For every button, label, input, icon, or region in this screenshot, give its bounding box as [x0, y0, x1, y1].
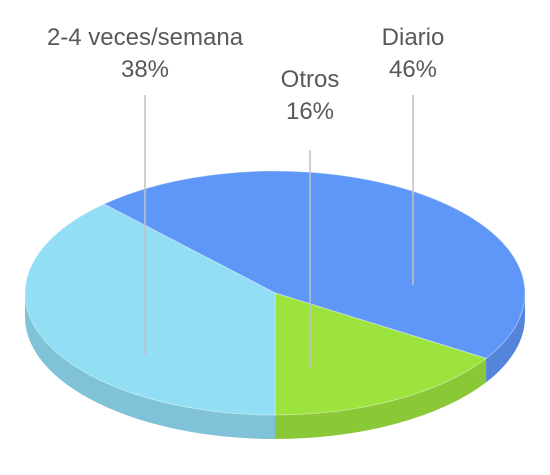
slice-side [275, 358, 487, 439]
value-label: 46% [389, 56, 437, 83]
slice-side [486, 293, 525, 383]
slice-side [25, 293, 275, 439]
slice [24, 203, 276, 416]
category-label: 2-4 veces/semana [47, 24, 244, 51]
value-label: 16% [286, 98, 334, 125]
category-label: Otros [281, 66, 340, 93]
slice [274, 292, 488, 416]
slice [102, 170, 526, 359]
category-label: Diario [382, 24, 445, 51]
value-label: 38% [121, 56, 169, 83]
